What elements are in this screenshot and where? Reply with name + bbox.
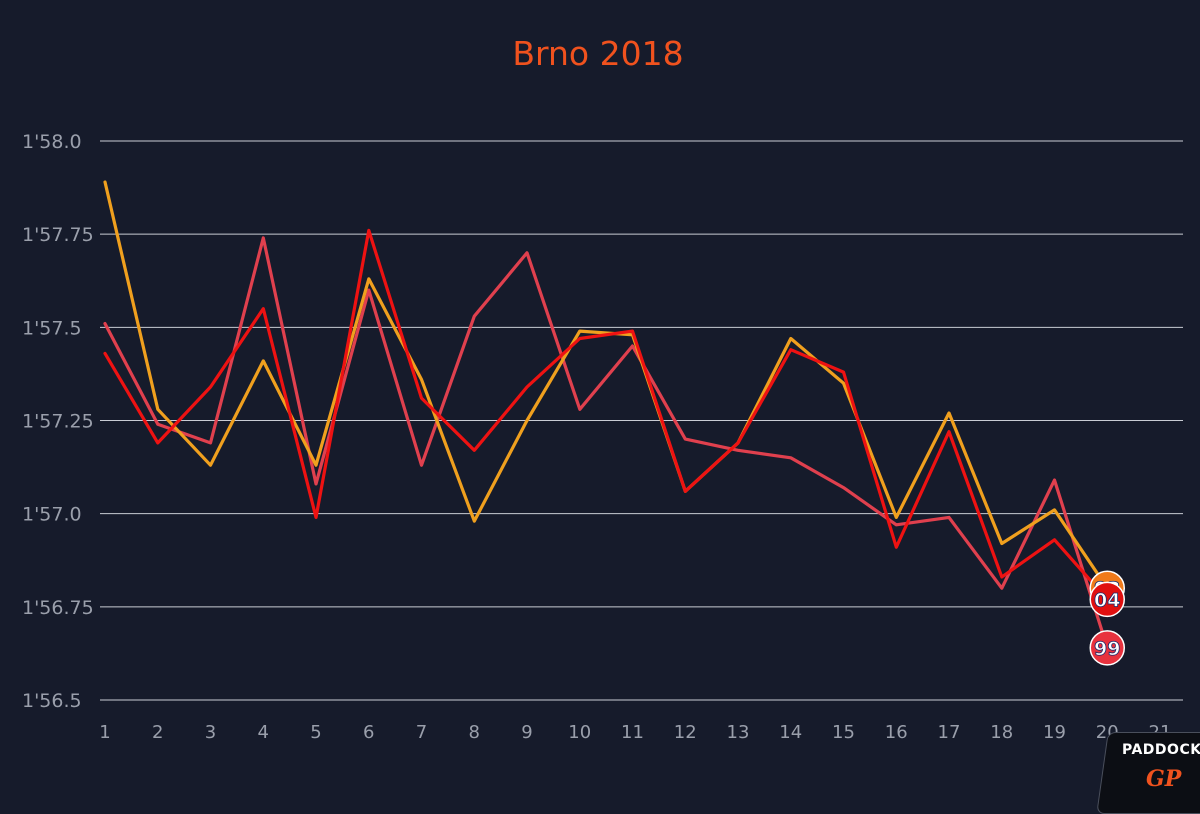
x-tick-label: 8 [469,722,480,743]
y-tick-label: 1'56.75 [22,597,94,619]
x-tick-label: 2 [152,722,163,743]
x-tick-label: 6 [363,722,374,743]
x-tick-label: 7 [416,722,427,743]
series-line-93 [103,180,1109,590]
x-tick-label: 13 [727,722,750,743]
x-tick-label: 5 [310,722,321,743]
rider-badge-label-99: 99 [1094,638,1120,660]
y-tick-label: 1'57.25 [22,411,94,433]
x-tick-label: 10 [568,722,591,743]
x-tick-label: 4 [258,722,269,743]
x-tick-label: 14 [779,722,802,743]
y-tick-label: 1'57.75 [22,224,94,246]
y-tick-label: 1'57.5 [22,317,82,339]
logo-text-top: PADDOCK [1122,742,1200,758]
logo-text-bottom: GP [1146,766,1182,792]
series-line-04 [103,228,1109,602]
y-tick-label: 1'57.0 [22,504,82,526]
x-tick-label: 11 [621,722,644,743]
x-tick-label: 16 [885,722,908,743]
series-line-99 [103,236,1109,650]
x-tick-label: 1 [99,722,110,743]
rider-badge-99 [1089,630,1125,666]
x-tick-label: 18 [990,722,1013,743]
x-tick-label: 19 [1043,722,1066,743]
rider-badge-04 [1089,581,1125,618]
x-tick-label: 17 [938,722,961,743]
rider-badge-label-04: 04 [1094,589,1120,611]
x-tick-label: 9 [521,722,532,743]
chart-title: Brno 2018 [512,34,684,73]
y-tick-label: 1'56.5 [22,690,82,712]
x-tick-label: 3 [205,722,216,743]
x-tick-label: 12 [674,722,697,743]
x-tick-label: 15 [832,722,855,743]
y-tick-label: 1'58.0 [22,131,82,153]
